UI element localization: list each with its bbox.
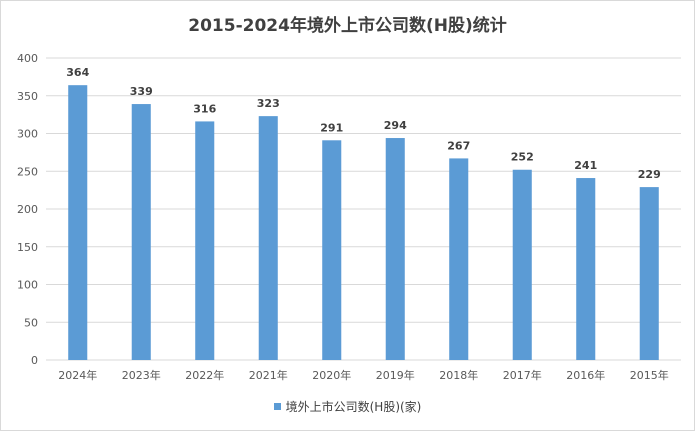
y-tick-label: 150 (17, 241, 38, 254)
chart-legend: 境外上市公司数(H股)(家) (1, 398, 694, 415)
data-label: 294 (384, 119, 407, 132)
bar (68, 85, 88, 361)
bar (576, 178, 596, 360)
y-tick-label: 0 (31, 354, 38, 367)
data-label: 291 (320, 121, 343, 134)
x-tick-label: 2023年 (122, 368, 161, 382)
data-label: 339 (130, 85, 153, 98)
bar (131, 104, 151, 361)
x-tick-label: 2022年 (185, 368, 224, 382)
y-tick-label: 350 (17, 90, 38, 103)
data-label: 241 (574, 159, 597, 172)
x-tick-label: 2019年 (376, 368, 415, 382)
bar (512, 169, 532, 360)
x-tick-label: 2016年 (566, 368, 605, 382)
chart-title: 2015-2024年境外上市公司数(H股)统计 (188, 16, 507, 36)
data-label: 267 (447, 139, 470, 152)
y-tick-label: 250 (17, 165, 38, 178)
data-label: 229 (638, 168, 661, 181)
x-tick-label: 2024年 (58, 368, 97, 382)
bar (449, 158, 469, 360)
legend-label: 境外上市公司数(H股)(家) (285, 400, 422, 414)
legend-swatch (273, 403, 281, 410)
x-tick-label: 2015年 (630, 368, 669, 382)
bar (195, 121, 215, 360)
x-tick-label: 2020年 (312, 368, 351, 382)
y-tick-label: 50 (24, 316, 38, 329)
bar (258, 116, 278, 360)
data-label: 323 (257, 97, 280, 110)
data-label: 364 (66, 66, 89, 79)
data-label: 252 (511, 151, 534, 164)
y-tick-label: 200 (17, 203, 38, 216)
x-tick-label: 2017年 (503, 368, 542, 382)
bar (322, 140, 342, 360)
y-tick-label: 300 (17, 128, 38, 141)
bar (385, 138, 405, 360)
bar (639, 187, 659, 360)
x-tick-label: 2018年 (439, 368, 478, 382)
data-label: 316 (193, 102, 216, 115)
y-tick-label: 400 (17, 52, 38, 65)
y-tick-label: 100 (17, 279, 38, 292)
x-tick-label: 2021年 (249, 368, 288, 382)
